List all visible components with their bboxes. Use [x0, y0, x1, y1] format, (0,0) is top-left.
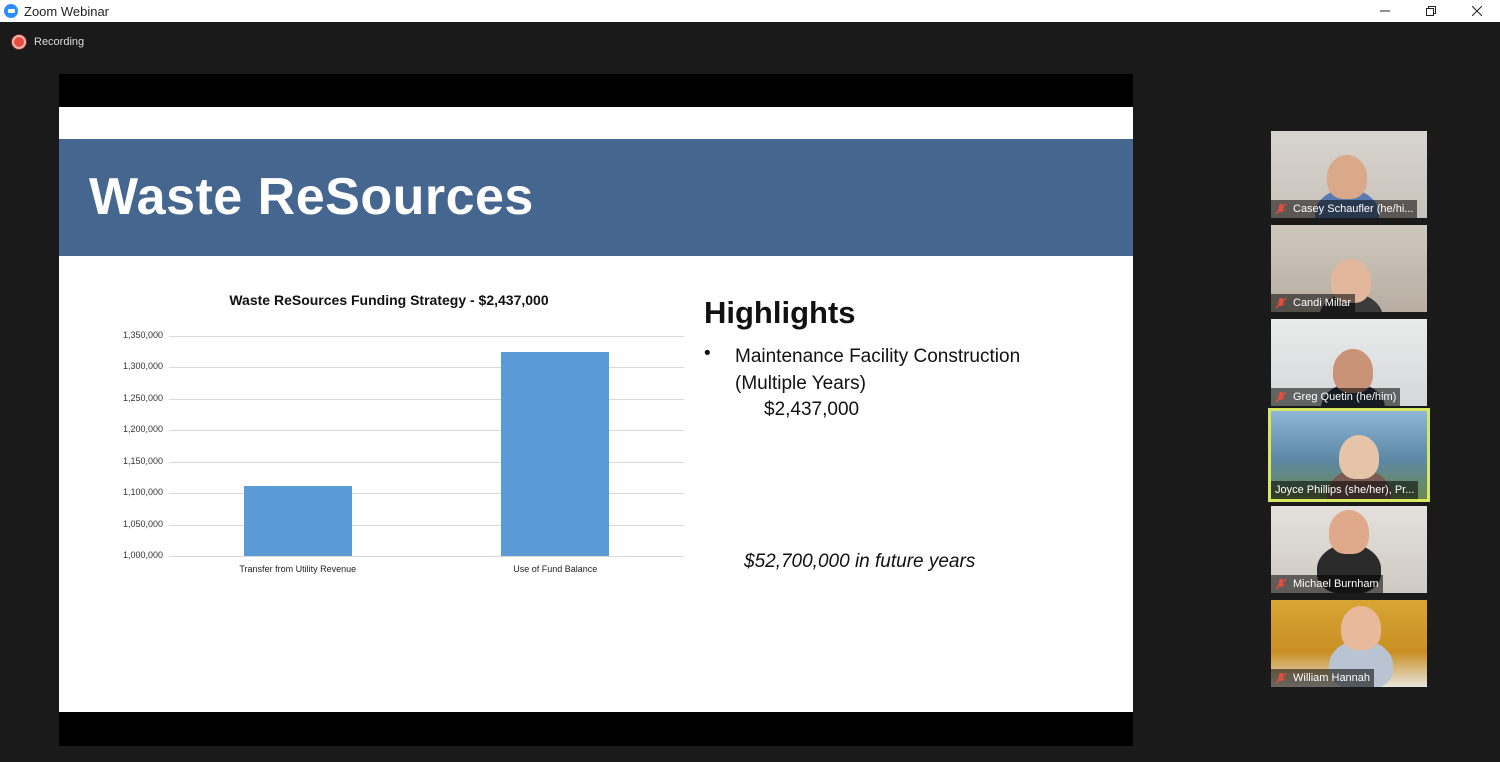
future-years-note: $52,700,000 in future years: [744, 551, 976, 572]
x-category-label: Transfer from Utility Revenue: [239, 564, 357, 574]
participant-name-bar: Candi Millar: [1271, 294, 1356, 312]
presentation-slide: Waste ReSources Waste ReSources Funding …: [59, 107, 1133, 712]
window-title: Zoom Webinar: [24, 3, 110, 19]
highlights-section: Highlights • Maintenance Facility Constr…: [704, 295, 1020, 572]
restore-icon: [1426, 6, 1436, 16]
participant-tile[interactable]: Greg Quetin (he/him): [1271, 319, 1427, 406]
participant-tile[interactable]: Candi Millar: [1271, 225, 1427, 312]
y-tick-label: 1,350,000: [122, 330, 163, 340]
participant-tile[interactable]: Joyce Phillips (she/her), Pr...: [1268, 408, 1430, 502]
muted-mic-icon: [1275, 297, 1287, 309]
participant-head: [1327, 155, 1367, 199]
y-tick-label: 1,000,000: [122, 550, 163, 560]
zoom-app-icon: [4, 4, 18, 18]
y-tick-label: 1,300,000: [122, 361, 163, 372]
participant-head: [1341, 606, 1381, 650]
participant-name: Joyce Phillips (she/her), Pr...: [1275, 484, 1415, 496]
chart-gridline: [169, 398, 684, 400]
slide-title: Waste ReSources: [89, 168, 534, 226]
restore-button[interactable]: [1408, 0, 1454, 22]
slide-title-banner: Waste ReSources: [59, 139, 1133, 256]
window-title-bar: Zoom Webinar: [0, 0, 1500, 22]
highlights-heading: Highlights: [704, 295, 856, 330]
participant-tile[interactable]: Michael Burnham: [1271, 506, 1427, 593]
close-icon: [1472, 6, 1482, 16]
chart-title: Waste ReSources Funding Strategy - $2,43…: [229, 292, 549, 308]
participant-name-bar: Casey Schaufler (he/hi...: [1271, 200, 1418, 218]
bullet-marker: •: [704, 343, 711, 364]
window-controls: [1362, 0, 1500, 22]
participant-name: Greg Quetin (he/him): [1293, 391, 1397, 403]
muted-mic-icon: [1275, 203, 1287, 215]
participant-head: [1329, 510, 1369, 554]
shared-screen: Waste ReSources Waste ReSources Funding …: [59, 74, 1133, 746]
chart-gridline: [169, 367, 684, 369]
chart-gridline: [169, 430, 684, 432]
recording-icon: [12, 35, 26, 49]
chart-gridline: [169, 493, 684, 495]
x-category-label: Use of Fund Balance: [513, 564, 598, 574]
participant-name: William Hannah: [1293, 672, 1371, 684]
bullet-amount: $2,437,000: [764, 399, 860, 420]
participant-head: [1333, 349, 1373, 393]
recording-indicator[interactable]: Recording: [12, 35, 84, 49]
close-button[interactable]: [1454, 0, 1500, 22]
y-tick-label: 1,100,000: [122, 487, 163, 498]
y-tick-label: 1,250,000: [122, 392, 163, 403]
participant-tile[interactable]: William Hannah: [1271, 600, 1427, 687]
chart-gridline: [169, 556, 684, 557]
participant-name: Michael Burnham: [1293, 578, 1379, 590]
chart-gridline: [169, 461, 684, 463]
participant-name: Casey Schaufler (he/hi...: [1293, 203, 1414, 215]
participant-tile[interactable]: Casey Schaufler (he/hi...: [1271, 131, 1427, 218]
minimize-icon: [1380, 10, 1390, 12]
minimize-button[interactable]: [1362, 0, 1408, 22]
chart-gridline: [169, 336, 684, 337]
muted-mic-icon: [1275, 578, 1287, 590]
muted-mic-icon: [1275, 391, 1287, 403]
bullet-text: Maintenance Facility Construction (Multi…: [735, 346, 1021, 394]
participant-name-bar: Michael Burnham: [1271, 575, 1383, 593]
participant-name-bar: Joyce Phillips (she/her), Pr...: [1271, 481, 1419, 499]
muted-mic-icon: [1275, 672, 1287, 684]
chart-bar: [243, 485, 352, 556]
funding-chart: Waste ReSources Funding Strategy - $2,43…: [89, 292, 689, 662]
participant-name-bar: William Hannah: [1271, 669, 1375, 687]
chart-bar: [501, 352, 610, 556]
chart-gridline: [169, 524, 684, 526]
recording-label: Recording: [34, 36, 85, 48]
participant-head: [1339, 435, 1379, 479]
y-tick-label: 1,050,000: [122, 518, 163, 529]
y-tick-label: 1,150,000: [122, 455, 163, 466]
participant-name: Candi Millar: [1293, 297, 1352, 309]
participant-name-bar: Greg Quetin (he/him): [1271, 388, 1401, 406]
y-tick-label: 1,200,000: [122, 424, 163, 435]
